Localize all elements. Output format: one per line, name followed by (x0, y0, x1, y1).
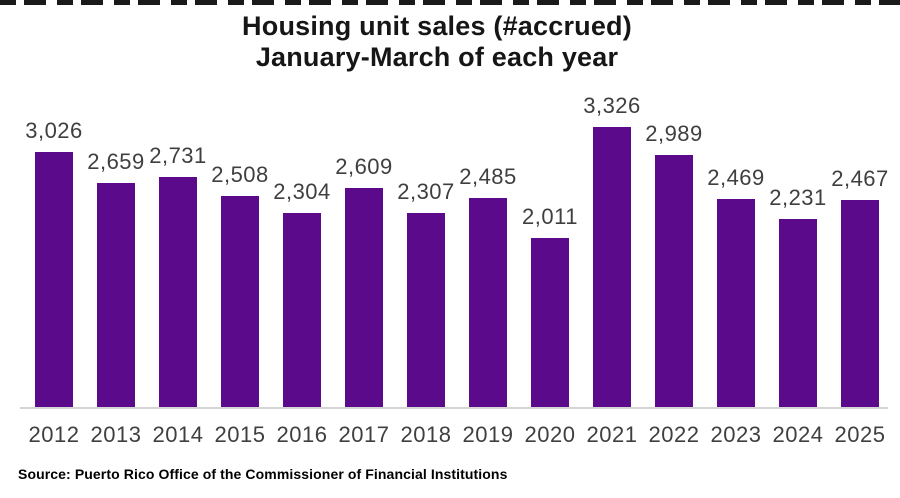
bar-column: 3,326 2021 (581, 93, 643, 447)
bar-column: 2,304 2016 (271, 179, 333, 447)
x-tick-label: 2023 (710, 422, 762, 447)
bar-2013[interactable] (97, 183, 135, 408)
bar-2012[interactable] (35, 152, 73, 408)
x-tick-label: 2024 (772, 422, 824, 447)
x-tick-label: 2025 (834, 422, 886, 447)
data-label: 2,508 (211, 162, 269, 187)
data-label: 2,307 (397, 179, 455, 204)
bar-column: 2,467 2025 (829, 166, 891, 447)
x-tick-label: 2015 (214, 422, 266, 447)
x-tick-label: 2018 (400, 422, 452, 447)
bar-2019[interactable] (469, 198, 507, 408)
bar-2015[interactable] (221, 196, 259, 408)
bar-2017[interactable] (345, 188, 383, 408)
x-axis-line (20, 407, 888, 409)
x-tick-label: 2021 (586, 422, 638, 447)
x-tick-label: 2020 (524, 422, 576, 447)
chart-title-line1: Housing unit sales (#accrued) (242, 11, 632, 41)
cropped-text-artifact (0, 0, 900, 5)
x-tick-label: 2012 (28, 422, 80, 447)
bar-2025[interactable] (841, 200, 879, 408)
plot-area: 3,026 2012 2,659 2013 2,731 2014 2,508 2015 2,30… (23, 78, 891, 447)
bar-column: 2,508 2015 (209, 162, 271, 447)
data-label: 2,731 (149, 143, 207, 168)
data-label: 2,304 (273, 179, 331, 204)
bar-2021[interactable] (593, 127, 631, 408)
x-tick-label: 2019 (462, 422, 514, 447)
bar-2024[interactable] (779, 219, 817, 408)
bar-column: 2,011 2020 (519, 204, 581, 447)
bar-2014[interactable] (159, 177, 197, 408)
bar-2020[interactable] (531, 238, 569, 408)
data-label: 2,485 (459, 164, 517, 189)
bar-2018[interactable] (407, 213, 445, 408)
source-note: Source: Puerto Rico Office of the Commis… (18, 466, 508, 482)
x-tick-label: 2013 (90, 422, 142, 447)
chart-title: Housing unit sales (#accrued) January-Ma… (0, 11, 887, 73)
x-tick-label: 2022 (648, 422, 700, 447)
data-label: 2,989 (645, 121, 703, 146)
data-label: 2,231 (769, 185, 827, 210)
data-label: 3,026 (25, 118, 83, 143)
data-label: 2,469 (707, 165, 765, 190)
data-label: 2,011 (522, 204, 578, 229)
bar-2022[interactable] (655, 155, 693, 408)
x-tick-label: 2017 (338, 422, 390, 447)
x-tick-label: 2016 (276, 422, 328, 447)
bar-column: 2,231 2024 (767, 185, 829, 447)
bar-2023[interactable] (717, 199, 755, 408)
x-tick-label: 2014 (152, 422, 204, 447)
data-label: 2,659 (87, 149, 145, 174)
bar-column: 2,469 2023 (705, 165, 767, 447)
data-label: 2,467 (831, 166, 889, 191)
bar-column: 2,731 2014 (147, 143, 209, 447)
data-label: 3,326 (583, 93, 641, 118)
bar-column: 2,485 2019 (457, 164, 519, 447)
bar-column: 2,989 2022 (643, 121, 705, 447)
bar-column: 2,609 2017 (333, 154, 395, 447)
bar-column: 3,026 2012 (23, 118, 85, 447)
data-label: 2,609 (335, 154, 393, 179)
bar-2016[interactable] (283, 213, 321, 408)
bar-column: 2,659 2013 (85, 149, 147, 447)
chart-title-line2: January-March of each year (255, 42, 619, 72)
bar-column: 2,307 2018 (395, 179, 457, 447)
